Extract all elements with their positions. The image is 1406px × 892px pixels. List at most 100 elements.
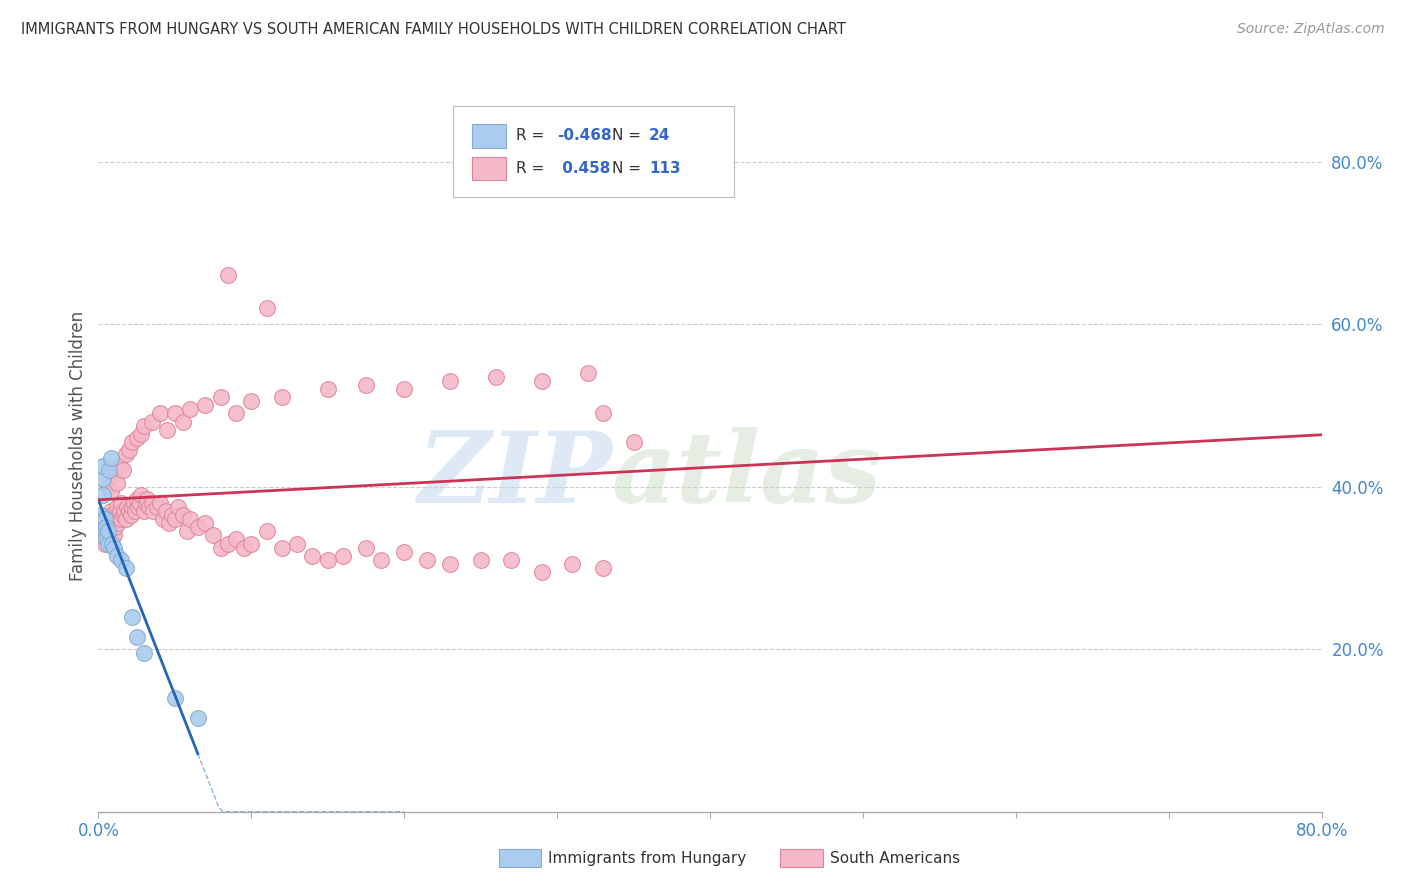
- Point: [439, 557, 461, 571]
- Point: [561, 557, 583, 571]
- Point: [105, 508, 128, 522]
- Point: [172, 415, 194, 429]
- Point: [94, 520, 117, 534]
- Point: [94, 512, 117, 526]
- Point: [240, 536, 263, 550]
- Text: Immigrants from Hungary: Immigrants from Hungary: [548, 851, 747, 865]
- Point: [117, 500, 139, 514]
- Point: [354, 378, 377, 392]
- Point: [97, 480, 120, 494]
- Point: [103, 467, 125, 482]
- Point: [120, 508, 142, 522]
- Point: [103, 528, 125, 542]
- Point: [129, 488, 152, 502]
- Point: [270, 541, 292, 555]
- Point: [103, 541, 125, 555]
- Point: [110, 496, 132, 510]
- Text: N =: N =: [612, 161, 645, 177]
- Text: South Americans: South Americans: [830, 851, 960, 865]
- Text: atlas: atlas: [612, 427, 882, 524]
- Point: [125, 431, 148, 445]
- Point: [194, 516, 217, 531]
- Point: [592, 407, 614, 421]
- Point: [122, 496, 145, 510]
- FancyBboxPatch shape: [471, 124, 506, 147]
- Point: [91, 471, 114, 485]
- Point: [354, 541, 377, 555]
- Point: [98, 463, 121, 477]
- Point: [141, 496, 163, 510]
- Point: [127, 500, 149, 514]
- Point: [125, 630, 148, 644]
- Point: [107, 516, 129, 531]
- Point: [100, 451, 122, 466]
- Text: R =: R =: [516, 128, 548, 144]
- Point: [501, 553, 523, 567]
- Point: [225, 533, 247, 547]
- Point: [93, 512, 115, 526]
- Point: [470, 553, 492, 567]
- Point: [93, 536, 115, 550]
- Point: [202, 528, 225, 542]
- Point: [134, 504, 156, 518]
- Point: [100, 524, 122, 539]
- Point: [134, 418, 156, 433]
- Point: [121, 609, 143, 624]
- Point: [530, 374, 553, 388]
- Point: [108, 504, 131, 518]
- Point: [90, 508, 112, 522]
- Point: [485, 370, 508, 384]
- Point: [270, 390, 292, 404]
- Point: [97, 524, 120, 539]
- Point: [125, 491, 148, 506]
- Point: [145, 500, 167, 514]
- Point: [439, 374, 461, 388]
- Point: [416, 553, 439, 567]
- Text: -0.468: -0.468: [557, 128, 612, 144]
- Point: [128, 496, 150, 510]
- Point: [155, 504, 177, 518]
- Point: [370, 553, 392, 567]
- Point: [91, 533, 114, 547]
- Point: [108, 459, 131, 474]
- Point: [90, 512, 112, 526]
- Point: [163, 690, 186, 705]
- Point: [115, 447, 138, 461]
- Point: [142, 504, 165, 518]
- Point: [160, 508, 183, 522]
- FancyBboxPatch shape: [471, 157, 506, 180]
- Text: N =: N =: [612, 128, 645, 144]
- Point: [110, 512, 132, 526]
- Point: [392, 544, 416, 558]
- Point: [135, 496, 157, 510]
- Point: [111, 508, 134, 522]
- Point: [101, 516, 124, 531]
- Point: [141, 415, 163, 429]
- Point: [187, 520, 209, 534]
- Point: [101, 508, 124, 522]
- Point: [316, 553, 339, 567]
- Point: [225, 407, 247, 421]
- Point: [134, 646, 156, 660]
- Text: 0.458: 0.458: [557, 161, 610, 177]
- Point: [118, 443, 141, 458]
- Point: [110, 553, 132, 567]
- Point: [97, 516, 120, 531]
- Point: [121, 434, 143, 449]
- Point: [172, 508, 194, 522]
- Point: [112, 504, 135, 518]
- Point: [179, 402, 201, 417]
- Point: [149, 407, 172, 421]
- Text: R =: R =: [516, 161, 548, 177]
- Point: [209, 541, 232, 555]
- FancyBboxPatch shape: [453, 106, 734, 197]
- Point: [149, 496, 172, 510]
- Point: [93, 524, 115, 539]
- Point: [121, 500, 143, 514]
- Point: [94, 533, 117, 547]
- Point: [623, 434, 645, 449]
- Point: [187, 711, 209, 725]
- Point: [240, 394, 263, 409]
- Point: [101, 536, 124, 550]
- Point: [256, 524, 278, 539]
